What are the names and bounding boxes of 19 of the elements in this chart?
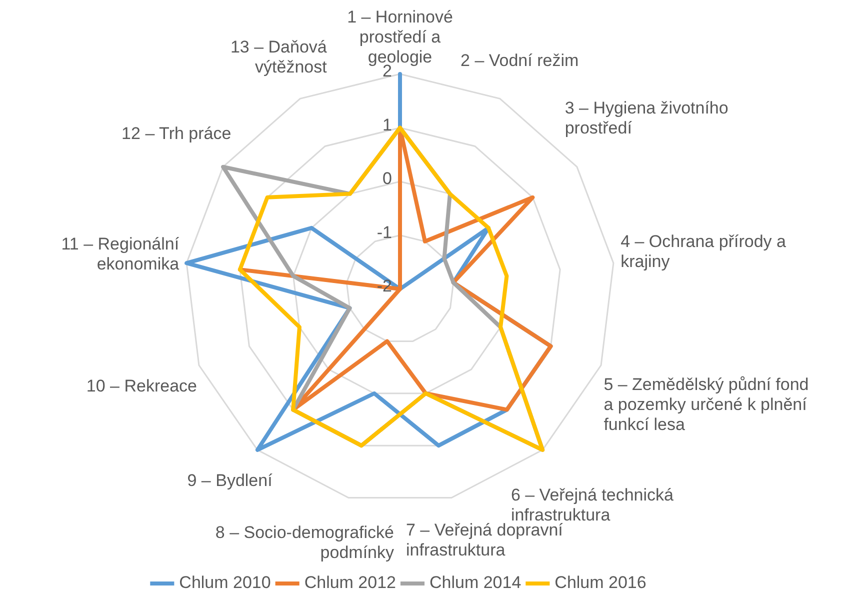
spoke-label: 2 – Vodní režim [460,50,579,70]
y-tick-label: 1 [382,115,392,134]
spoke-label: 13 – Daňová výtěžnost [230,37,328,76]
legend-label: Chlum 2012 [304,573,396,592]
spoke-label: 7 – Veřejná dopravní infrastruktura [406,520,564,560]
y-tick-label: 0 [382,169,392,188]
spoke-label: 8 – Socio-demografické podmínky [215,522,394,562]
y-tick-label: -1 [376,222,392,242]
legend-label: Chlum 2010 [179,573,271,592]
spoke-label: 10 – Rekreace [86,376,197,396]
spoke-label: 9 – Bydlení [187,470,273,490]
legend-label: Chlum 2014 [430,573,522,592]
spoke-label: 11 – Regionální ekonomika [61,234,180,274]
spoke-label: 3 – Hygiena životního prostředí [564,98,728,138]
spoke-label: 12 – Trh práce [122,124,232,144]
spoke-label: 5 – Zemědělský půdní fond a pozemky určené k plnění funkcí lesa [604,374,809,434]
spoke-label: 4 – Ochrana přírody a krajiny [620,232,786,271]
legend-label: Chlum 2016 [554,573,646,592]
y-tick-label: -2 [376,276,392,296]
